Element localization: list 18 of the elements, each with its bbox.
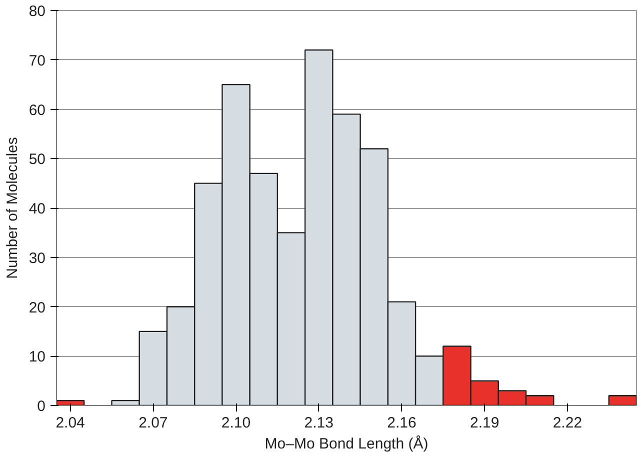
y-tick-label: 0 xyxy=(37,398,46,415)
y-tick-label: 50 xyxy=(28,151,46,168)
y-tick-label: 30 xyxy=(28,250,46,267)
x-tick-label: 2.04 xyxy=(56,414,85,432)
y-tick-label: 10 xyxy=(28,348,46,366)
x-tick-label: 2.10 xyxy=(221,414,251,432)
y-tick-label: 80 xyxy=(28,3,46,20)
x-axis-title: Mo–Mo Bond Length (Å) xyxy=(264,434,428,452)
y-tick-label: 70 xyxy=(28,52,46,70)
y-tick-label: 60 xyxy=(28,102,46,119)
x-tick-label: 2.07 xyxy=(138,414,168,432)
x-tick-label: 2.13 xyxy=(304,414,334,432)
x-tick-label: 2.22 xyxy=(552,414,582,432)
y-tick-label: 40 xyxy=(28,200,46,218)
y-axis-title: Number of Molecules xyxy=(4,137,21,279)
x-tick-label: 2.16 xyxy=(387,414,416,432)
x-tick-label: 2.19 xyxy=(470,414,500,432)
y-tick-label: 20 xyxy=(28,299,46,316)
